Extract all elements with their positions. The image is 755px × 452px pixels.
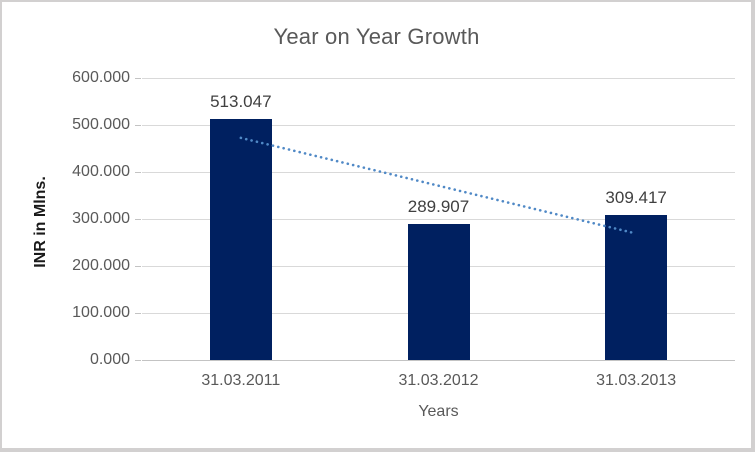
y-tick-mark — [135, 266, 141, 267]
y-tick-label: 400.000 — [72, 163, 130, 180]
gridline — [142, 360, 735, 361]
y-axis-title: INR in Mlns. — [32, 176, 49, 268]
x-tick-label: 31.03.2012 — [398, 372, 479, 389]
gridline — [142, 125, 735, 126]
x-axis-title: Years — [418, 403, 459, 420]
data-label: 289.907 — [407, 196, 470, 216]
gridline — [142, 78, 735, 79]
data-label: 309.417 — [605, 187, 667, 207]
y-tick-label: 600.000 — [72, 69, 130, 86]
bar — [407, 223, 470, 360]
x-tick-label: 31.03.2013 — [596, 372, 677, 389]
x-tick-label: 31.03.2011 — [201, 372, 281, 389]
chart-title: Year on Year Growth — [273, 24, 480, 49]
y-tick-mark — [135, 360, 141, 361]
y-tick-label: 100.000 — [72, 304, 130, 321]
data-label: 513.047 — [210, 91, 272, 111]
y-tick-label: 200.000 — [72, 257, 130, 274]
bar — [209, 118, 272, 360]
y-tick-label: 0.000 — [89, 351, 130, 368]
y-tick-mark — [135, 78, 141, 79]
y-tick-label: 500.000 — [72, 116, 130, 133]
y-tick-label: 300.000 — [72, 210, 130, 227]
plot-area — [135, 78, 735, 361]
y-tick-mark — [135, 313, 141, 314]
y-tick-mark — [135, 172, 141, 173]
y-tick-mark — [135, 219, 141, 220]
y-tick-mark — [135, 125, 141, 126]
bar — [605, 214, 668, 360]
